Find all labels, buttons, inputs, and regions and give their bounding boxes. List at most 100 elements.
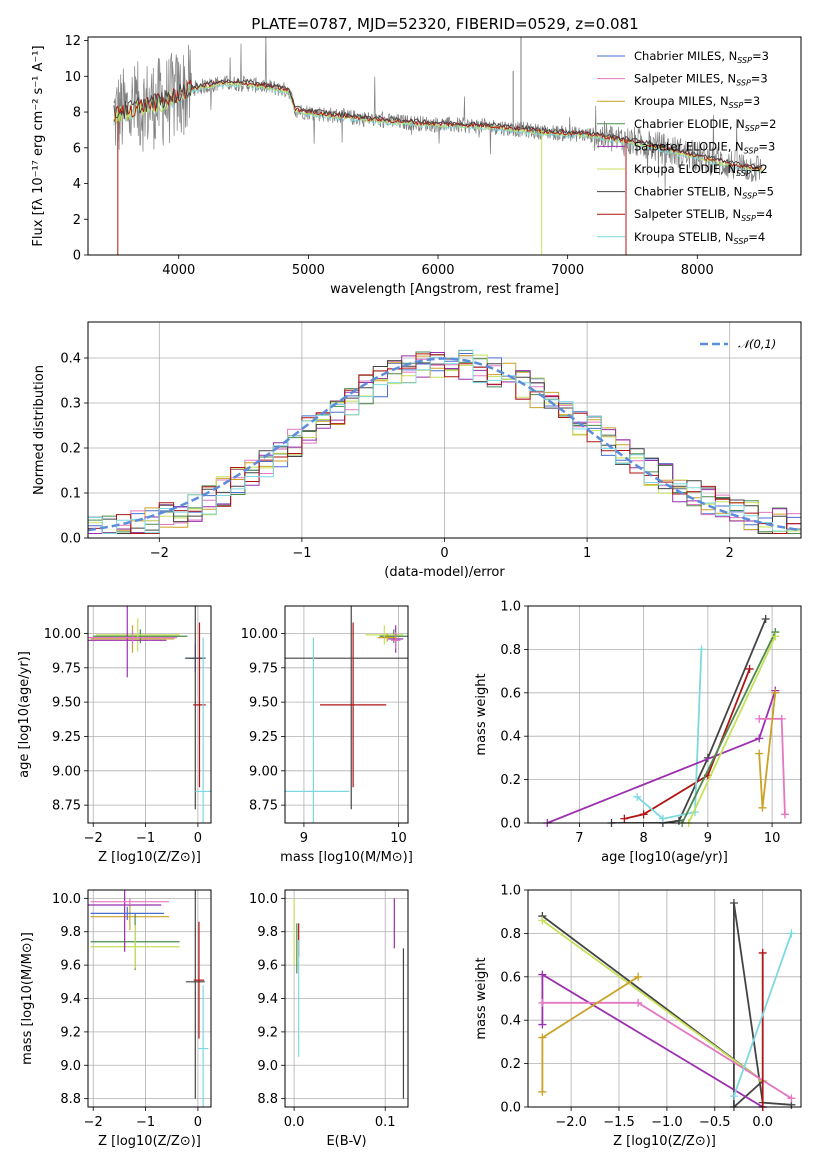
y-tick-label: 9.0 [257,1059,278,1074]
spectrum-panel: 4000 5000 6000 7000 8000 0 2 4 6 8 10 12 wavelength … [31,34,802,297]
weight-marker [634,998,643,1007]
weight-marker [787,1094,796,1103]
x-tick-label: −2 [84,1115,103,1130]
y-tick-label: 0.2 [500,1057,521,1072]
axes-frame [284,605,409,824]
y-tick-label: 10.0 [52,892,81,907]
weight-marker [620,814,629,823]
y-tick-label: 1.0 [500,884,521,899]
y-tick-label: 0.2 [500,773,521,788]
observed-spectrum [113,37,763,190]
y-tick-label: 9.2 [60,1025,81,1040]
axes-frame [87,889,212,1108]
x-tick-label: −1.0 [651,1115,683,1130]
x-tick-label: 0 [194,831,202,846]
weight-line-2 [758,692,777,808]
y-tick-label: 0.6 [500,686,521,701]
weight-line-5 [541,919,764,1082]
x-tick-label: 5000 [292,263,325,278]
weight-marker [780,810,789,819]
y-tick-label: 0.8 [500,643,521,658]
y-tick-label: 9.00 [52,764,81,779]
x-tick-label: 10 [764,831,781,846]
weight-marker [755,734,764,743]
x-tick-label: 2 [726,546,734,561]
weight-line-2 [541,976,639,1092]
y-tick-label: 0 [73,249,81,264]
x-tick-label: −1.5 [603,1115,635,1130]
x-tick-label: 6000 [421,263,454,278]
weight-marker [538,970,547,979]
weight-marker [771,688,780,697]
y-tick-label: 9.6 [257,959,278,974]
weight-marker [729,1092,738,1101]
histogram-step-8 [88,349,801,534]
weight-marker [755,749,764,758]
y-tick-label: 9.50 [52,696,81,711]
weight-marker [745,664,754,673]
legend-entry: Salpeter STELIB, NSSP=4 [634,207,773,223]
y-tick-label: 0.1 [60,487,81,502]
x-tick-label: 1 [583,546,591,561]
weight-marker [633,792,642,801]
x-axis-label: age [log10(age/yr)] [601,850,728,865]
y-tick-label: 10 [64,70,81,85]
age-vs-mass-panel: 9 10 8.75 9.00 9.25 9.50 9.75 10.00 mass [log10(… [241,605,413,865]
model-spectrum-6 [113,77,763,169]
mass-vs-ebv-panel: 0.0 0.1 8.8 9.0 9.2 9.4 9.6 9.8 10.0 E(B-V) [249,889,409,1149]
weight-line-8 [733,933,793,1097]
y-tick-label: 9.25 [249,730,278,745]
x-tick-label: −2 [84,831,103,846]
y-tick-label: 9.8 [60,925,81,940]
y-tick-label: 0.4 [500,1014,521,1029]
y-tick-label: 0.4 [500,730,521,745]
y-tick-label: 9.2 [257,1025,278,1040]
x-axis-label: E(B-V) [326,1134,366,1149]
y-axis-label: Flux [fλ 10⁻¹⁷ erg cm⁻² s⁻¹ A⁻¹] [31,45,46,246]
weight-marker [777,714,786,723]
x-tick-label: 9 [300,831,308,846]
weight-marker [538,998,547,1007]
weight-marker [538,1033,547,1042]
y-axis-label: mass [log10(M/M⊙)] [20,932,35,1065]
y-tick-label: 0.3 [60,397,81,412]
y-tick-label: 8.8 [60,1092,81,1107]
weight-marker [761,615,770,624]
x-tick-label: −2 [150,546,169,561]
y-tick-label: 0.0 [60,532,81,547]
x-axis-label: Z [log10(Z/Z⊙)] [613,1134,716,1149]
weight-marker [538,1087,547,1096]
weight-marker [758,803,767,812]
weight-marker [639,810,648,819]
axes-frame [527,605,802,824]
legend-entry: Chabrier ELODIE, NSSP=2 [634,117,776,133]
legend-entry: 𝒩(0,1) [738,337,776,351]
x-axis-label: Z [log10(Z/Z⊙)] [98,850,201,865]
x-tick-label: −2.0 [555,1115,587,1130]
x-tick-label: 0.1 [375,1115,396,1130]
x-tick-label: −1 [292,546,311,561]
y-tick-label: 9.25 [52,730,81,745]
x-tick-label: −0.5 [699,1115,731,1130]
y-tick-label: 9.8 [257,925,278,940]
weight-marker [771,632,780,641]
model-spectrum-5 [113,81,763,173]
x-tick-label: 7 [575,831,583,846]
x-tick-label: 0 [440,546,448,561]
y-tick-label: 0.0 [500,1101,521,1116]
age-vs-Z-panel: −2 −1 0 8.75 9.00 9.25 9.50 9.75 10.00 Z [log10(Z… [17,605,212,865]
y-tick-label: 9.75 [249,661,278,676]
weight-marker [729,899,738,908]
y-tick-label: 8.75 [249,799,278,814]
x-tick-label: 0.0 [284,1115,305,1130]
weight-marker [538,916,547,925]
residual-histogram-panel: −2 −1 0 1 2 0.0 0.1 0.2 0.3 0.4 (data-model)/error… [32,321,802,580]
y-tick-label: 9.0 [60,1059,81,1074]
x-axis-label: Z [log10(Z/Z⊙)] [98,1134,201,1149]
weight-marker [697,645,706,654]
y-tick-label: 9.00 [249,764,278,779]
weight-line-8 [636,649,703,820]
y-tick-label: 9.4 [60,992,81,1007]
y-tick-label: 9.50 [249,696,278,711]
